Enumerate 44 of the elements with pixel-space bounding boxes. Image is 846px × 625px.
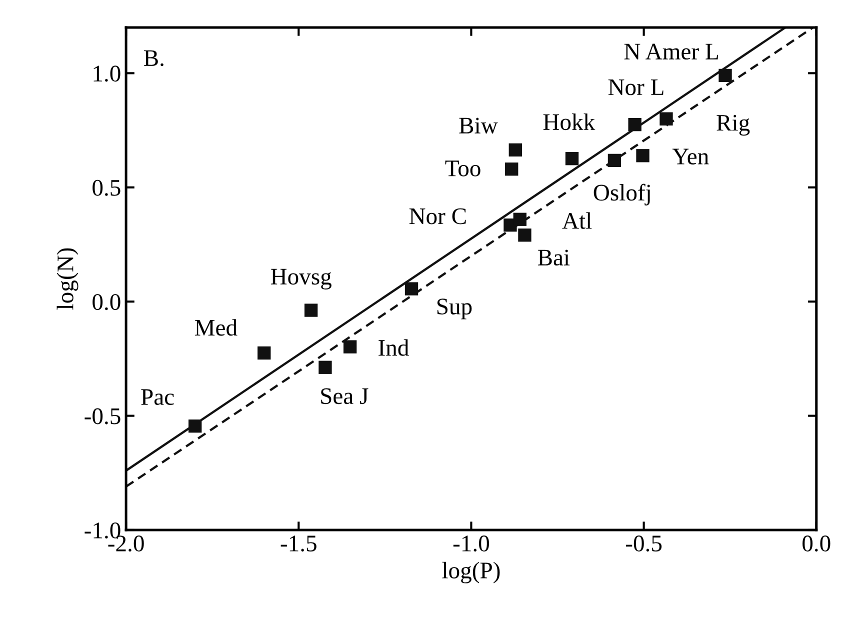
- x-tick-label: -1.5: [280, 536, 316, 552]
- annotation: Nor L: [608, 79, 664, 96]
- y-tick-label: 0.5: [92, 180, 120, 196]
- annotation: Atl: [562, 212, 592, 229]
- x-tick-label: -1.0: [453, 536, 490, 552]
- point: [513, 212, 526, 226]
- point: [718, 68, 732, 82]
- point: [258, 346, 271, 360]
- point: [565, 152, 579, 166]
- point: [628, 118, 642, 132]
- x-tick-label: -0.5: [626, 536, 662, 552]
- x-axis-title: log(P): [442, 562, 500, 584]
- point: [660, 112, 673, 126]
- annotation: Sea J: [321, 388, 368, 404]
- annotation: Sup: [437, 298, 472, 320]
- point: [608, 154, 622, 168]
- annotation: Nor C: [409, 208, 466, 224]
- point: [343, 340, 357, 354]
- annotation: Hovsg: [270, 268, 332, 290]
- annotation: Oslofj: [594, 184, 650, 206]
- point: [505, 162, 518, 176]
- y-axis-title: log(N): [56, 248, 78, 310]
- annotation: N Amer L: [624, 44, 718, 60]
- annotation: Bai: [538, 250, 570, 266]
- x-tick-label: 0.0: [802, 536, 830, 552]
- point: [318, 360, 332, 374]
- point: [404, 282, 418, 296]
- annotation: Pac: [141, 389, 174, 405]
- annotation: Ind: [378, 339, 409, 356]
- annotation: Yen: [672, 148, 709, 164]
- annotation: B.: [144, 50, 164, 66]
- point: [304, 304, 318, 317]
- point: [508, 143, 522, 157]
- annotation: Biw: [459, 118, 498, 134]
- annotation: Hokk: [543, 113, 596, 130]
- annotation: Too: [445, 160, 480, 176]
- point: [636, 149, 650, 162]
- point: [188, 419, 202, 433]
- y-tick-label: 1.0: [94, 66, 120, 82]
- annotation: Med: [194, 319, 238, 336]
- point: [518, 228, 532, 242]
- y-tick-label: -0.5: [84, 408, 120, 424]
- y-tick-label: 0.0: [92, 294, 120, 310]
- annotation: Rig: [716, 114, 750, 136]
